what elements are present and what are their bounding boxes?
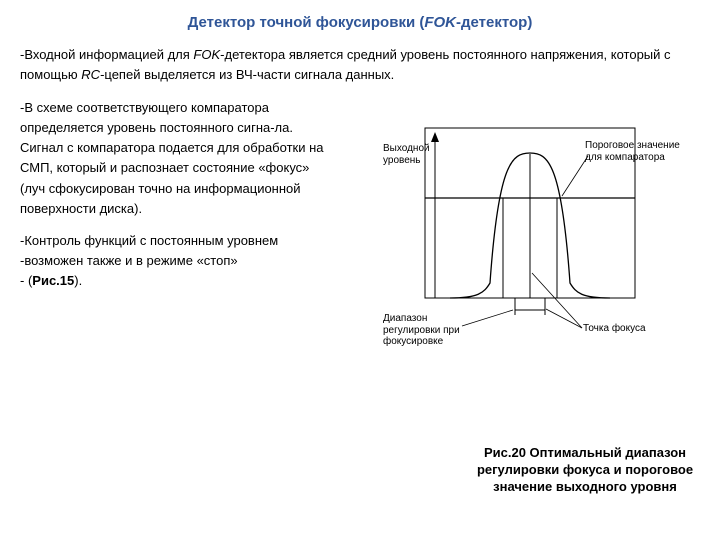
left-p2c-bold: Рис.15	[32, 273, 74, 288]
title-post: -детектор)	[456, 14, 532, 31]
left-p1: -В схеме соответствующего компаратора оп…	[20, 98, 330, 219]
left-column: -В схеме соответствующего компаратора оп…	[20, 98, 330, 398]
title-ital: FOK	[424, 14, 456, 31]
left-p2b: -возможен также и в режиме «стоп»	[20, 251, 330, 271]
intro-seg1: -Входной информацией для	[20, 47, 193, 62]
label-range: Диапазон регулировки при фокусировке	[383, 313, 463, 348]
intro-ital2: RC	[81, 67, 100, 82]
left-p2c-post: ).	[74, 273, 82, 288]
intro-ital1: FOK	[193, 47, 220, 62]
label-threshold: Пороговое значение для компаратора	[585, 140, 685, 163]
label-focus-point: Точка фокуса	[583, 323, 663, 335]
left-p2c: - (Рис.15).	[20, 271, 330, 291]
title-pre: Детектор точной фокусировки (	[188, 14, 425, 31]
figure-caption: Рис.20 Оптимальный диапазон регулировки …	[465, 445, 705, 496]
left-p2c-pre: - (	[20, 273, 32, 288]
page-title: Детектор точной фокусировки (FOK-детекто…	[20, 14, 700, 31]
label-output-level: Выходной уровень	[383, 143, 428, 166]
intro-paragraph: -Входной информацией для FOK-детектора я…	[20, 45, 700, 84]
intro-seg3: -цепей выделяется из ВЧ-части сигнала да…	[100, 67, 394, 82]
left-p2a: -Контроль функций с постоянным уровнем	[20, 231, 330, 251]
diagram-container: Выходной уровень Пороговое значение для …	[330, 98, 700, 398]
